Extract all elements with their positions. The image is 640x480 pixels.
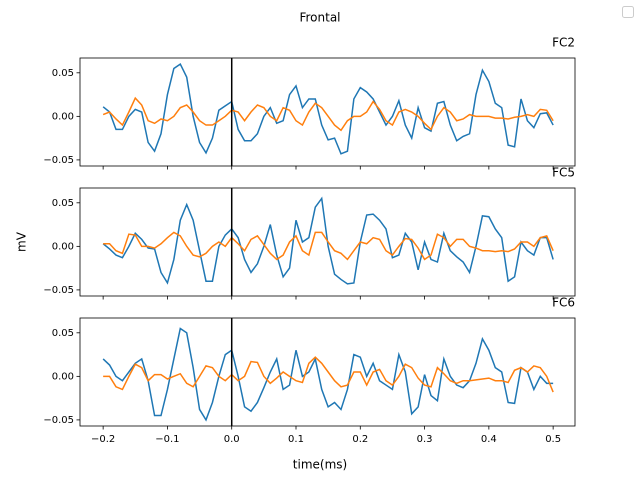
x-tick-label: 0.4 xyxy=(481,434,497,445)
x-tick-label: 0.5 xyxy=(545,434,561,445)
series-line xyxy=(103,356,554,393)
y-tick-label: −0.05 xyxy=(43,155,74,166)
x-tick-label: 0.3 xyxy=(417,434,433,445)
subplot-title: FC2 xyxy=(552,36,575,50)
x-tick-label: −0.2 xyxy=(91,434,115,445)
y-tick-label: −0.05 xyxy=(43,415,74,426)
x-tick-label: −0.1 xyxy=(155,434,179,445)
series-line xyxy=(102,62,554,155)
plot-frame xyxy=(79,57,576,167)
series-line xyxy=(102,327,554,422)
y-tick-label: −0.05 xyxy=(43,285,74,296)
plot-frame xyxy=(79,317,576,427)
figure-title: Frontal xyxy=(299,11,340,25)
x-axis-label: time(ms) xyxy=(293,458,347,472)
y-tick-label: 0.05 xyxy=(52,198,74,209)
y-tick-label: 0.00 xyxy=(52,111,74,122)
x-tick-label: 0.1 xyxy=(288,434,304,445)
y-axis-label: mV xyxy=(15,231,29,252)
y-tick-label: 0.00 xyxy=(52,241,74,252)
plot-frame xyxy=(79,187,576,297)
series-line xyxy=(102,96,554,132)
subplot-title: FC6 xyxy=(552,296,575,310)
subplot-title: FC5 xyxy=(552,166,575,180)
y-tick-label: 0.05 xyxy=(52,68,74,79)
x-tick-label: 0.2 xyxy=(352,434,368,445)
x-tick-label: 0.0 xyxy=(224,434,240,445)
series-line xyxy=(102,196,554,285)
legend-box xyxy=(622,6,634,18)
y-tick-label: 0.00 xyxy=(52,371,74,382)
y-tick-label: 0.05 xyxy=(52,328,74,339)
series-line xyxy=(103,231,554,261)
